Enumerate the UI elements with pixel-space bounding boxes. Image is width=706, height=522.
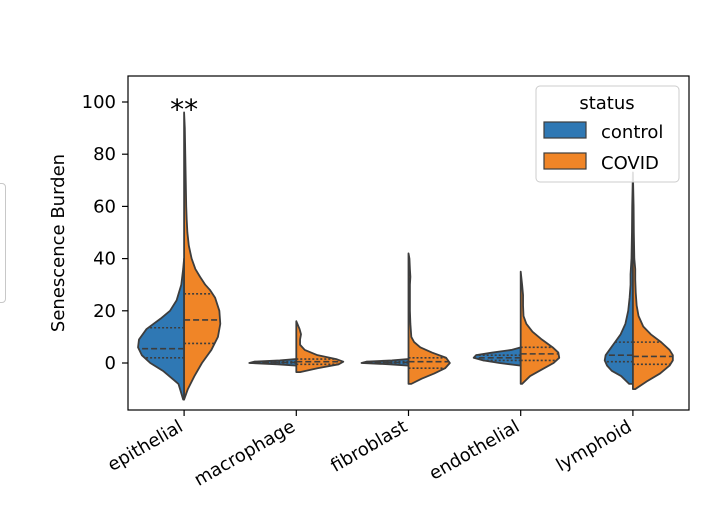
violin-covid-endothelial	[519, 270, 561, 385]
y-axis: 0 20 40 60 80 100	[82, 92, 128, 374]
y-axis-label: Senescence Burden	[48, 154, 69, 332]
x-tick-label-macrophage: macrophage	[191, 416, 299, 491]
legend-swatch-control	[543, 121, 587, 139]
legend-label-covid: COVID	[601, 153, 659, 174]
legend-title: status	[579, 93, 634, 114]
y-tick-label-40: 40	[93, 249, 116, 270]
violin-covid-epithelial	[183, 111, 222, 401]
violin-control-lymphoid	[603, 171, 634, 385]
significance-annotation: **	[170, 93, 198, 126]
legend-swatch-covid	[543, 152, 587, 170]
y-tick-label-20: 20	[93, 301, 116, 322]
y-tick-label-80: 80	[93, 144, 116, 165]
violin-control-endothelial	[472, 346, 522, 367]
side-panel-edge	[0, 183, 6, 303]
violin-covid-lymphoid	[632, 171, 674, 390]
y-tick-label-100: 100	[82, 92, 116, 113]
y-tick-label-0: 0	[105, 353, 116, 374]
x-tick-label-epithelial: epithelial	[104, 416, 186, 476]
x-tick-label-fibroblast: fibroblast	[327, 416, 411, 477]
violin-covid-fibroblast	[407, 252, 451, 385]
legend-label-control: control	[601, 122, 663, 143]
legend: status control COVID	[535, 85, 680, 183]
quartile-lines-layer	[138, 293, 673, 370]
violin-covid-macrophage	[295, 320, 345, 374]
x-axis: epithelial macrophage fibroblast endothelia…	[104, 410, 635, 491]
x-tick-label-lymphoid: lymphoid	[553, 416, 636, 476]
violin-control-epithelial	[137, 257, 185, 401]
x-tick-label-endothelial: endothelial	[426, 416, 524, 484]
y-tick-label-60: 60	[93, 196, 116, 217]
